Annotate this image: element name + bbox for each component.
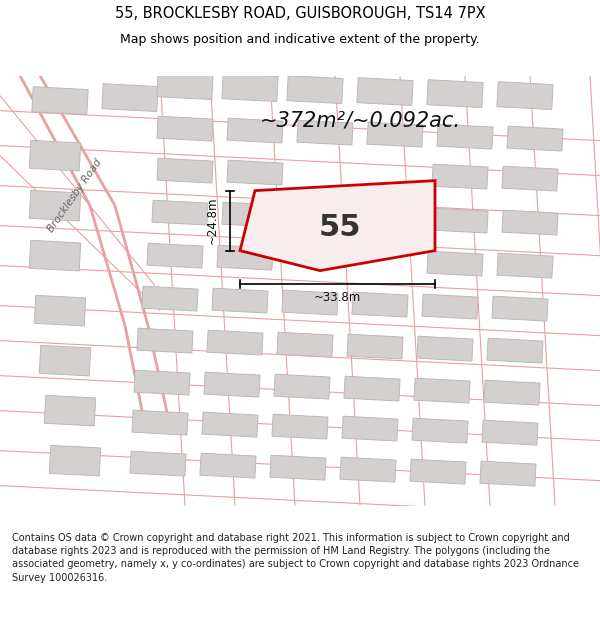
Polygon shape bbox=[132, 410, 188, 435]
Text: 55: 55 bbox=[319, 213, 361, 242]
Polygon shape bbox=[340, 458, 396, 482]
Polygon shape bbox=[492, 296, 548, 321]
Text: Brocklesby Road: Brocklesby Road bbox=[46, 158, 104, 234]
Polygon shape bbox=[287, 76, 343, 104]
Polygon shape bbox=[204, 372, 260, 397]
Polygon shape bbox=[414, 378, 470, 403]
Polygon shape bbox=[497, 82, 553, 109]
Polygon shape bbox=[497, 253, 553, 278]
Polygon shape bbox=[207, 330, 263, 355]
Text: ~33.8m: ~33.8m bbox=[314, 291, 361, 304]
Polygon shape bbox=[240, 181, 435, 271]
Text: ~24.8m: ~24.8m bbox=[205, 197, 218, 244]
Polygon shape bbox=[432, 164, 488, 189]
Polygon shape bbox=[227, 160, 283, 185]
Polygon shape bbox=[142, 286, 198, 311]
Text: 55, BROCKLESBY ROAD, GUISBOROUGH, TS14 7PX: 55, BROCKLESBY ROAD, GUISBOROUGH, TS14 7… bbox=[115, 6, 485, 21]
Polygon shape bbox=[344, 376, 400, 401]
Polygon shape bbox=[427, 80, 483, 107]
Polygon shape bbox=[40, 346, 91, 376]
Polygon shape bbox=[507, 126, 563, 151]
Polygon shape bbox=[202, 412, 258, 437]
Text: Map shows position and indicative extent of the property.: Map shows position and indicative extent… bbox=[120, 33, 480, 46]
Polygon shape bbox=[417, 336, 473, 361]
Polygon shape bbox=[157, 116, 213, 141]
Polygon shape bbox=[487, 338, 543, 363]
Polygon shape bbox=[484, 380, 540, 405]
Polygon shape bbox=[29, 241, 80, 271]
Polygon shape bbox=[437, 124, 493, 149]
Polygon shape bbox=[502, 210, 558, 235]
Polygon shape bbox=[49, 446, 101, 476]
Polygon shape bbox=[147, 243, 203, 268]
Polygon shape bbox=[130, 451, 186, 476]
Polygon shape bbox=[347, 334, 403, 359]
Polygon shape bbox=[222, 202, 278, 227]
Polygon shape bbox=[212, 288, 268, 313]
Polygon shape bbox=[29, 141, 80, 171]
Polygon shape bbox=[342, 416, 398, 441]
Polygon shape bbox=[102, 84, 158, 111]
Polygon shape bbox=[157, 158, 213, 183]
Text: Contains OS data © Crown copyright and database right 2021. This information is : Contains OS data © Crown copyright and d… bbox=[12, 533, 579, 582]
Polygon shape bbox=[34, 296, 86, 326]
Polygon shape bbox=[480, 461, 536, 486]
Polygon shape bbox=[157, 72, 213, 99]
Polygon shape bbox=[367, 122, 423, 147]
Polygon shape bbox=[412, 418, 468, 443]
Polygon shape bbox=[357, 78, 413, 106]
Polygon shape bbox=[432, 208, 488, 233]
Polygon shape bbox=[227, 118, 283, 143]
Polygon shape bbox=[272, 414, 328, 439]
Polygon shape bbox=[297, 120, 353, 145]
Polygon shape bbox=[282, 290, 338, 315]
Polygon shape bbox=[134, 370, 190, 395]
Polygon shape bbox=[427, 251, 483, 276]
Text: ~372m²/~0.092ac.: ~372m²/~0.092ac. bbox=[260, 111, 461, 131]
Polygon shape bbox=[222, 74, 278, 101]
Polygon shape bbox=[44, 396, 95, 426]
Polygon shape bbox=[200, 453, 256, 478]
Polygon shape bbox=[482, 420, 538, 445]
Polygon shape bbox=[422, 294, 478, 319]
Polygon shape bbox=[270, 455, 326, 480]
Polygon shape bbox=[29, 191, 80, 221]
Polygon shape bbox=[410, 459, 466, 484]
Polygon shape bbox=[502, 166, 558, 191]
Polygon shape bbox=[217, 245, 273, 270]
Polygon shape bbox=[137, 328, 193, 353]
Polygon shape bbox=[274, 374, 330, 399]
Polygon shape bbox=[277, 332, 333, 357]
Polygon shape bbox=[352, 292, 408, 317]
Polygon shape bbox=[32, 87, 88, 114]
Polygon shape bbox=[152, 200, 208, 225]
